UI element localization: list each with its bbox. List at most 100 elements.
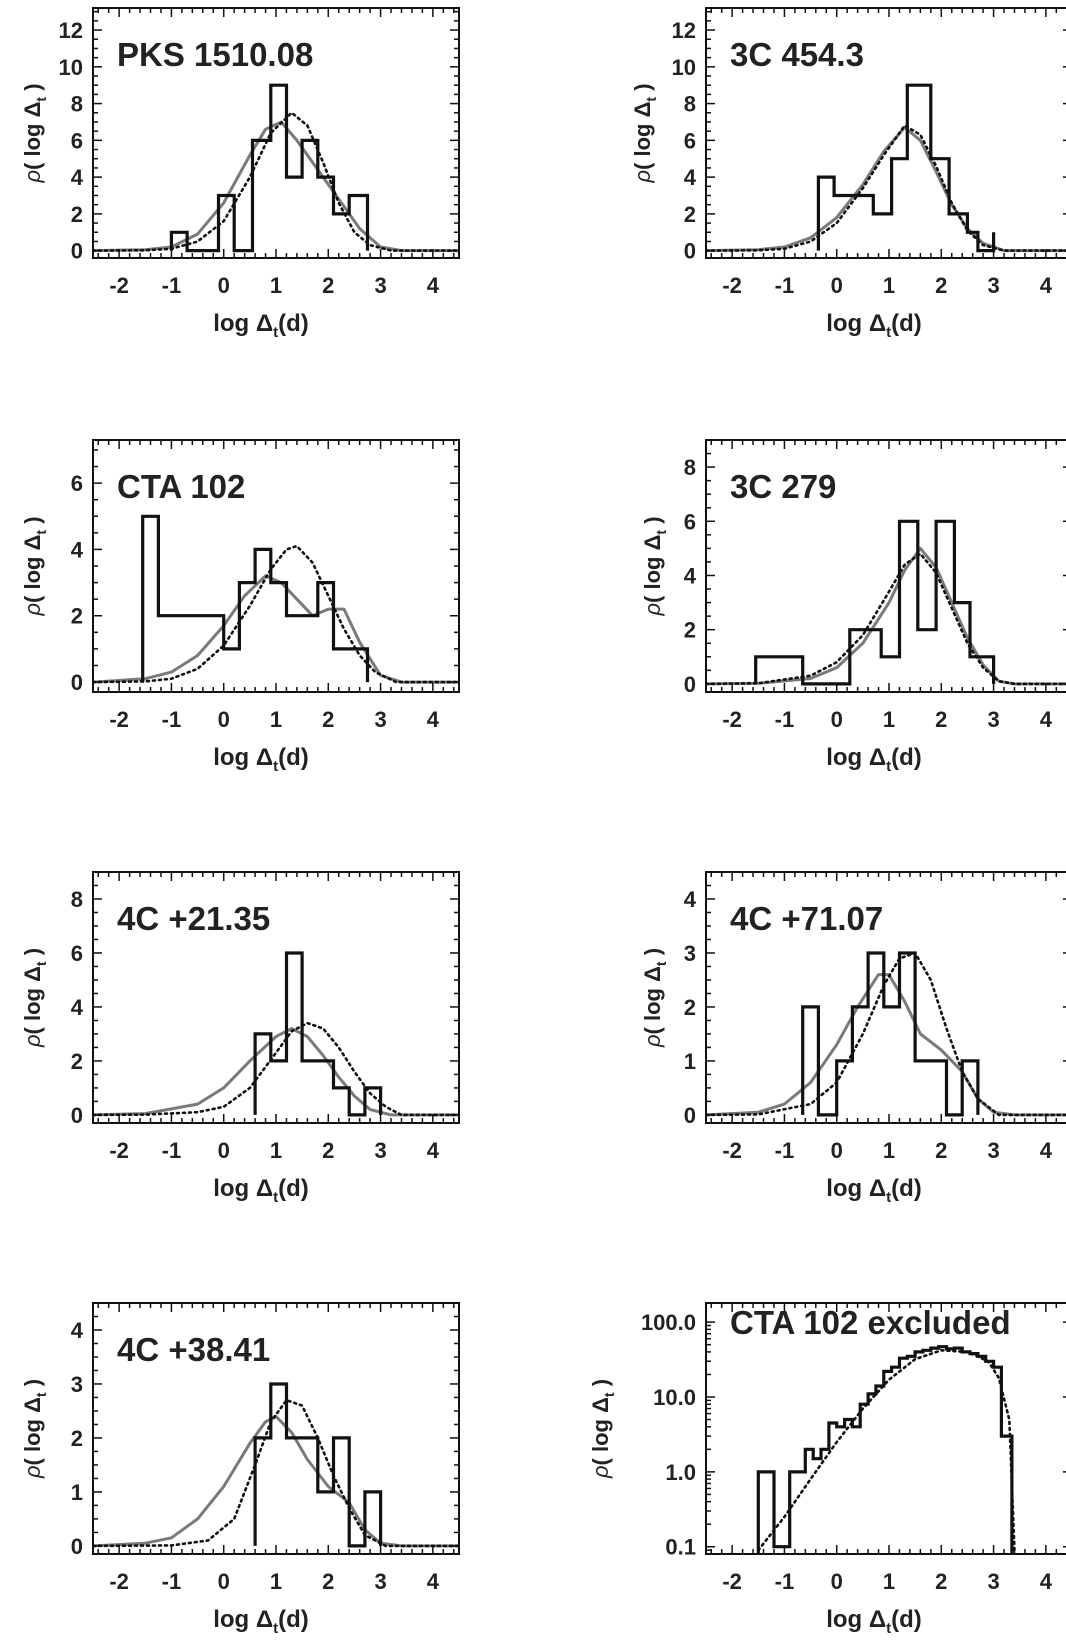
- plot-area: [706, 951, 1066, 1117]
- fit-curve-dotted: [757, 1348, 1016, 1552]
- panel-title: CTA 102: [117, 468, 245, 505]
- x-tick-label: -1: [162, 1138, 182, 1163]
- x-tick-label: 3: [374, 273, 386, 298]
- x-tick-label: 3: [987, 273, 999, 298]
- histogram-bars: [253, 1382, 383, 1548]
- x-tick-label: 2: [322, 273, 334, 298]
- fit-curve-dotted: [706, 123, 1066, 252]
- x-tick-label: 4: [427, 1569, 440, 1594]
- y-tick-label: 2: [71, 604, 83, 629]
- x-tick-label: 2: [322, 1569, 334, 1594]
- fit-curve-solid: [93, 574, 459, 684]
- x-tick-label: -1: [162, 1569, 182, 1594]
- plot-area: [706, 519, 1066, 686]
- y-tick-label: 6: [71, 941, 83, 966]
- x-tick-label: 3: [374, 1569, 386, 1594]
- x-tick-label: 1: [270, 707, 282, 732]
- x-tick-label: 4: [1040, 1138, 1053, 1163]
- x-tick-label: -2: [722, 1569, 742, 1594]
- y-tick-label: 1: [684, 1049, 696, 1074]
- x-tick-label: -1: [162, 273, 182, 298]
- panel-title: 3C 454.3: [730, 36, 864, 73]
- x-tick-label: 0: [218, 707, 230, 732]
- x-tick-label: 1: [883, 1138, 895, 1163]
- plot-frame: [92, 871, 460, 1124]
- x-tick-label: 0: [831, 273, 843, 298]
- y-tick-label: 2: [71, 202, 83, 227]
- plot-frame: [705, 1302, 1066, 1555]
- y-axis-label: ρ( log Δt ): [20, 948, 49, 1048]
- x-tick-label: 2: [935, 1138, 947, 1163]
- histogram-bars: [169, 83, 370, 253]
- x-tick-label: 1: [883, 273, 895, 298]
- x-tick-label: 0: [218, 273, 230, 298]
- x-axis-label: log Δt(d): [826, 1175, 922, 1206]
- plot-area: [756, 1345, 1016, 1554]
- plot-frame: [705, 7, 1066, 259]
- x-tick-label: 1: [883, 707, 895, 732]
- x-axis-label: log Δt(d): [826, 1606, 922, 1637]
- y-tick-label: 4: [684, 887, 697, 912]
- fit-curve-solid: [93, 1414, 459, 1548]
- x-tick-label: -1: [162, 707, 182, 732]
- y-tick-label: 2: [684, 202, 696, 227]
- y-tick-label: 10: [59, 55, 83, 80]
- y-tick-label: 3: [684, 941, 696, 966]
- chart-panel: -2 -1 0 1 2 3 4 0 2 4 6 8 4C +21.35 log Δt(d) ρ( log Δ…: [20, 871, 460, 1206]
- x-axis-label: log Δt(d): [213, 310, 309, 341]
- y-tick-label: 6: [71, 128, 83, 153]
- y-axis-label: ρ( log Δt ): [20, 516, 49, 616]
- fit-curve-dotted: [706, 951, 1066, 1117]
- y-tick-label: 12: [59, 18, 83, 43]
- fit-curve-dotted: [706, 552, 1066, 686]
- y-tick-label: 3: [71, 1372, 83, 1397]
- y-tick-label: 10: [672, 55, 696, 80]
- y-tick-label: 100.0: [641, 1310, 696, 1335]
- y-tick-label: 2: [684, 995, 696, 1020]
- panel-title: CTA 102 excluded: [730, 1304, 1011, 1341]
- fit-curve-solid: [706, 546, 1066, 686]
- panel-title: PKS 1510.08: [117, 36, 313, 73]
- y-axis-label: ρ( log Δt ): [640, 516, 669, 616]
- x-tick-label: -2: [722, 707, 742, 732]
- fit-curve-solid: [93, 120, 459, 253]
- x-tick-label: 3: [374, 707, 386, 732]
- x-tick-label: 4: [1040, 273, 1053, 298]
- x-tick-label: 4: [1040, 707, 1053, 732]
- x-tick-label: 4: [427, 707, 440, 732]
- chart-panel: -2 -1 0 1 2 3 4 0 2 4 6 CTA 102 log Δt(d) ρ( log Δt ): [20, 439, 460, 775]
- histogram-bars: [801, 951, 980, 1117]
- x-tick-label: -2: [722, 1138, 742, 1163]
- chart-panel: -2 -1 0 1 2 3 4 0 1 2 3 4 4C +71.07 log Δt(d) ρ( log Δ…: [640, 871, 1066, 1206]
- x-tick-label: 4: [427, 273, 440, 298]
- chart-panel: -2 -1 0 1 2 3 4 0 2 4 6 8 3C 279 log Δt(d) ρ( log Δt ): [640, 439, 1066, 775]
- plot-frame: [705, 439, 1066, 693]
- y-tick-label: 0: [71, 1103, 83, 1128]
- y-tick-label: 8: [684, 92, 696, 117]
- x-tick-label: 1: [270, 273, 282, 298]
- x-tick-label: 1: [883, 1569, 895, 1594]
- x-tick-label: 0: [218, 1138, 230, 1163]
- histogram-bars: [141, 514, 370, 683]
- y-tick-label: 0: [71, 239, 83, 264]
- x-tick-label: 2: [322, 1138, 334, 1163]
- plot-area: [93, 951, 459, 1117]
- panel-title: 4C +71.07: [730, 900, 883, 937]
- x-tick-label: 1: [270, 1569, 282, 1594]
- plot-area: [93, 83, 459, 253]
- y-tick-label: 12: [672, 18, 696, 43]
- y-tick-label: 0.1: [665, 1535, 696, 1560]
- plot-frame: [92, 1302, 460, 1555]
- x-tick-label: -1: [775, 273, 795, 298]
- chart-panel: -2 -1 0 1 2 3 4 0.1 1.0 10.0 100.0 CTA 102 excluded…: [588, 1302, 1066, 1637]
- panel-title: 4C +38.41: [117, 1331, 270, 1368]
- x-axis-label: log Δt(d): [213, 744, 309, 775]
- y-tick-label: 4: [71, 995, 84, 1020]
- fit-curve-dotted: [93, 1398, 459, 1548]
- histogram-bars: [253, 951, 383, 1117]
- y-tick-label: 2: [684, 618, 696, 643]
